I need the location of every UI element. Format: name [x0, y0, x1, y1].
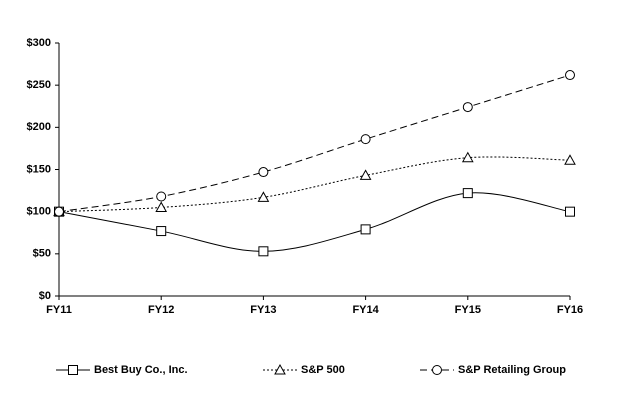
- y-tick-label: $100: [27, 206, 51, 218]
- series-line: [58, 192, 571, 252]
- data-point: [258, 167, 269, 178]
- legend-label: S&P 500: [301, 364, 345, 376]
- data-point: [359, 169, 372, 180]
- data-point: [155, 201, 168, 212]
- legend-marker: [274, 363, 286, 375]
- data-point: [156, 226, 167, 237]
- legend-marker: [68, 365, 78, 375]
- y-tick-label: $250: [27, 79, 51, 91]
- legend-label: Best Buy Co., Inc.: [94, 364, 188, 376]
- data-point: [461, 151, 474, 163]
- series-line: [58, 156, 571, 213]
- x-tick-label: FY11: [46, 304, 72, 316]
- data-point: [258, 246, 269, 257]
- data-point: [54, 206, 64, 217]
- y-tick-label: $150: [27, 163, 51, 175]
- data-point: [360, 134, 371, 145]
- data-point: [565, 206, 575, 217]
- x-tick-label: FY13: [250, 304, 276, 316]
- x-tick-label: FY14: [352, 304, 379, 316]
- series-line: [58, 74, 571, 213]
- data-point: [462, 102, 473, 113]
- data-point: [564, 154, 576, 165]
- data-point: [462, 188, 473, 199]
- data-point: [360, 224, 371, 235]
- data-point: [565, 70, 575, 81]
- y-tick-label: $0: [39, 290, 51, 302]
- y-tick-label: $200: [27, 121, 51, 133]
- x-tick-label: FY15: [455, 304, 481, 316]
- data-point: [156, 191, 167, 202]
- legend-label: S&P Retailing Group: [458, 364, 566, 376]
- legend-marker: [432, 365, 442, 375]
- x-tick-label: FY16: [557, 304, 583, 316]
- y-tick-label: $300: [27, 37, 51, 49]
- y-tick-label: $50: [33, 248, 51, 260]
- x-tick-label: FY12: [148, 304, 174, 316]
- data-point: [257, 191, 270, 202]
